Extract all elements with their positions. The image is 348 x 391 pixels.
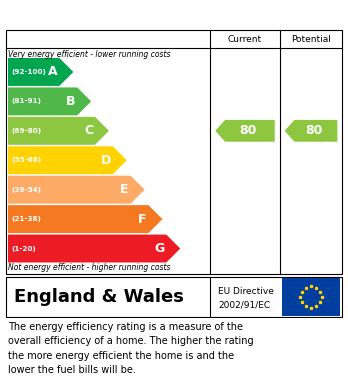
Text: B: B (66, 95, 75, 108)
Polygon shape (215, 120, 275, 142)
Text: The energy efficiency rating is a measure of the
overall efficiency of a home. T: The energy efficiency rating is a measur… (8, 322, 254, 375)
Text: 80: 80 (305, 124, 322, 137)
Text: England & Wales: England & Wales (14, 288, 184, 306)
Polygon shape (8, 146, 127, 174)
Text: E: E (120, 183, 129, 196)
Polygon shape (8, 117, 109, 145)
Polygon shape (8, 58, 73, 86)
Text: (69-80): (69-80) (11, 128, 41, 134)
Polygon shape (8, 88, 91, 115)
Text: (92-100): (92-100) (11, 69, 46, 75)
Text: Very energy efficient - lower running costs: Very energy efficient - lower running co… (8, 50, 171, 59)
Text: 80: 80 (239, 124, 257, 137)
Polygon shape (8, 205, 163, 233)
Text: (1-20): (1-20) (11, 246, 36, 251)
Text: A: A (48, 65, 57, 79)
Text: C: C (84, 124, 93, 137)
Polygon shape (8, 176, 145, 204)
Text: Current: Current (228, 34, 262, 43)
Text: (39-54): (39-54) (11, 187, 41, 193)
Bar (282, 278, 340, 316)
Polygon shape (8, 235, 180, 262)
Polygon shape (285, 120, 337, 142)
Text: Energy Efficiency Rating: Energy Efficiency Rating (10, 7, 220, 22)
Text: F: F (138, 213, 147, 226)
Text: (21-38): (21-38) (11, 216, 41, 222)
Text: (81-91): (81-91) (11, 99, 41, 104)
Text: Potential: Potential (291, 34, 331, 43)
Text: 2002/91/EC: 2002/91/EC (218, 300, 270, 309)
Text: D: D (101, 154, 111, 167)
Text: G: G (154, 242, 164, 255)
Text: EU Directive: EU Directive (218, 287, 274, 296)
Text: (55-68): (55-68) (11, 157, 41, 163)
Text: Not energy efficient - higher running costs: Not energy efficient - higher running co… (8, 263, 171, 272)
